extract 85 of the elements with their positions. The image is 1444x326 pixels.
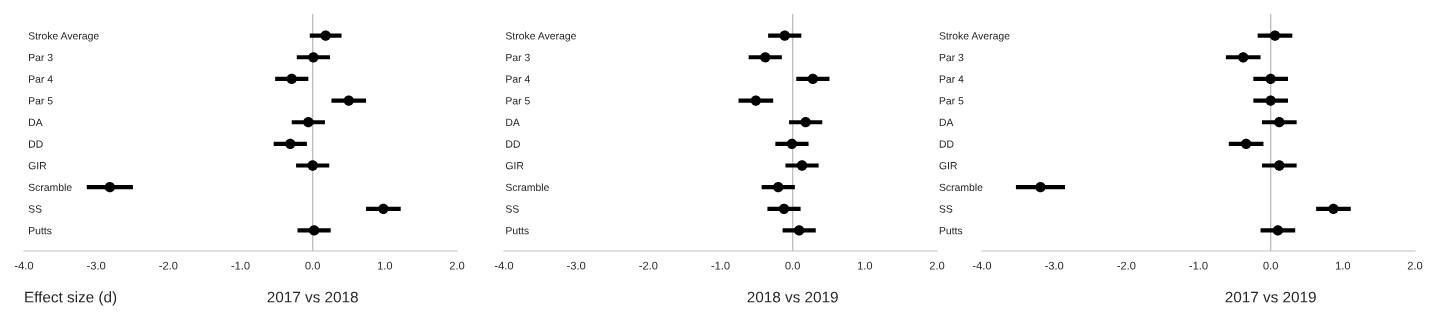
y-tick-label: Par 3 [29,53,53,62]
y-tick-label: Par 4 [506,75,530,83]
point [1274,160,1285,171]
y-tick-label: GIR [939,162,957,170]
point [308,52,319,63]
point [760,52,771,63]
text: Effect size (d) [25,291,117,306]
point [378,203,389,214]
x-tick-label: 0.0 [785,261,800,270]
y-tick-label: DD [29,140,43,148]
y-tick-label: Scramble [28,183,72,192]
point [307,160,318,171]
x-tick-label: -4.0 [494,261,514,270]
x-tick-label: -4.0 [972,261,992,270]
point [778,203,790,214]
y-tick-label: Par 3 [939,53,964,62]
x-tick-label: -4.0 [14,261,34,270]
point [1240,138,1252,150]
y-tick-label: Par 5 [939,97,964,105]
point [320,30,331,41]
y-tick-label: Putts [29,227,52,235]
x-tick-label: 1.0 [377,261,393,270]
point [1265,73,1276,85]
x-tick-label: -2.0 [639,261,658,270]
point [800,117,811,128]
point [796,160,808,171]
x-tick-label: -1.0 [711,261,730,270]
y-tick-label: Scramble [939,183,983,192]
text: 2017 vs 2018 [267,291,358,303]
x-tick-label: -1.0 [231,261,250,270]
y-tick-label: GIR [28,162,47,170]
x-tick-label: -3.0 [1045,261,1064,270]
x-tick-label: -2.0 [1117,261,1136,270]
x-tick-label: 0.0 [1263,261,1278,270]
point [308,225,320,236]
point [1328,203,1339,214]
y-tick-label: Par 4 [29,75,53,83]
text: 2017 vs 2019 [1225,291,1316,303]
x-tick-label: 2.0 [929,261,945,270]
y-tick-label: Par 5 [29,97,53,105]
y-tick-label: Stroke Average [939,31,1010,42]
point [343,95,354,106]
x-tick-label: 1.0 [857,261,873,270]
x-tick-label: -2.0 [159,261,178,270]
y-tick-label: DA [506,118,520,126]
point [303,117,314,128]
point [1238,52,1249,63]
y-tick-label: DA [29,118,43,126]
point [1272,225,1284,236]
y-tick-label: GIR [505,162,524,170]
y-tick-label: Par 5 [506,97,530,105]
y-tick-label: Stroke Average [28,31,99,42]
x-tick-label: 2.0 [449,261,465,270]
point [104,182,116,193]
y-tick-label: Par 4 [939,75,964,83]
y-tick-label: DD [939,140,954,148]
x-tick-label: 2.0 [1407,261,1423,270]
y-tick-label: Scramble [505,183,549,192]
point [807,73,819,85]
y-tick-label: DA [939,118,954,126]
point [286,73,297,85]
point [786,138,798,150]
y-tick-label: DD [506,140,520,148]
y-tick-label: Putts [506,227,529,235]
point [1035,182,1046,193]
point [750,95,762,106]
point [773,182,784,193]
point [794,225,805,236]
y-tick-label: SS [939,205,953,213]
point [1269,30,1281,41]
point [1274,117,1285,128]
y-tick-label: SS [28,205,42,213]
point [285,138,296,150]
x-tick-label: -3.0 [567,261,586,270]
y-tick-label: Putts [939,227,963,235]
y-tick-label: Stroke Average [505,31,576,42]
y-tick-label: Par 3 [506,53,530,62]
text: 2018 vs 2019 [747,291,838,303]
point [779,30,790,41]
x-tick-label: 0.0 [305,261,320,270]
x-tick-label: -1.0 [1189,261,1208,270]
y-tick-label: SS [505,205,519,213]
x-tick-label: -3.0 [87,261,106,270]
x-tick-label: 1.0 [1335,261,1351,270]
point [1265,95,1276,106]
